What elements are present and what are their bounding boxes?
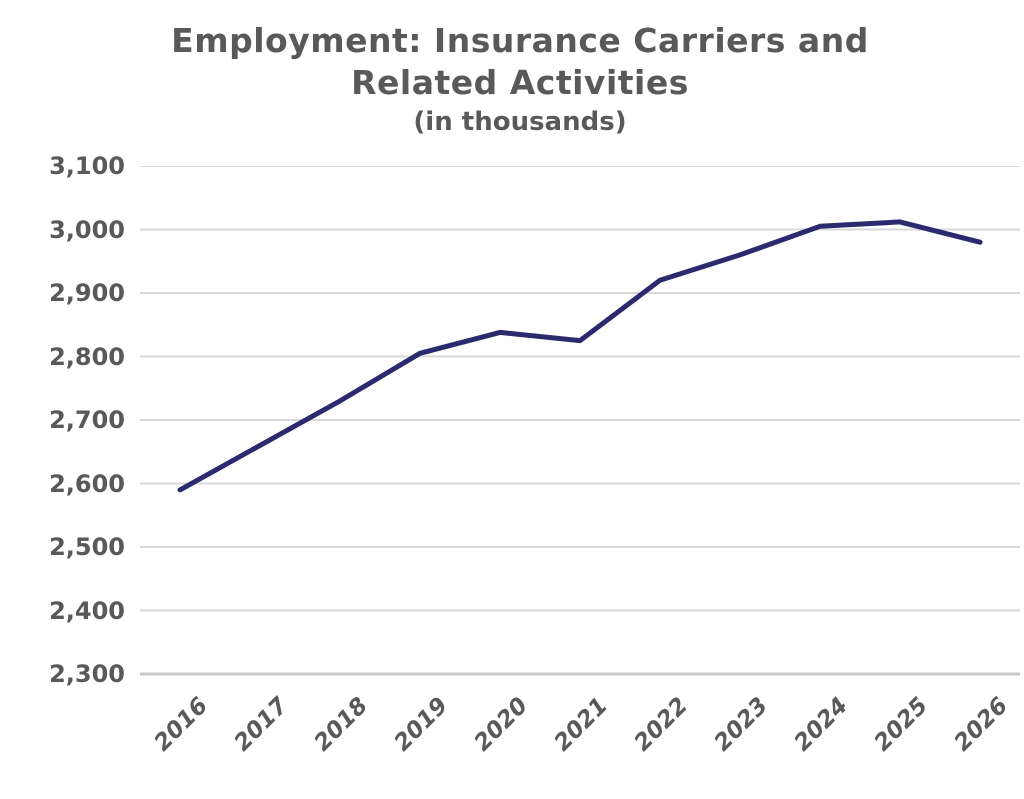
y-tick-label: 2,500 xyxy=(49,533,125,561)
y-tick-label: 2,900 xyxy=(49,279,125,307)
y-tick-label: 2,300 xyxy=(49,660,125,688)
y-tick-label: 3,100 xyxy=(49,152,125,180)
y-tick-label: 3,000 xyxy=(49,215,125,244)
y-tick-label: 2,700 xyxy=(49,406,125,434)
employment-series-line xyxy=(177,219,983,493)
chart-title-line-1: Employment: Insurance Carriers and xyxy=(171,21,869,60)
y-tick-label: 2,400 xyxy=(49,596,125,625)
plot-area xyxy=(140,166,1020,676)
chart-title-block: Employment: Insurance Carriers and Relat… xyxy=(8,20,1024,139)
y-tick-label: 2,600 xyxy=(49,469,125,498)
y-tick-label: 2,800 xyxy=(49,342,125,371)
chart-subtitle: (in thousands) xyxy=(413,107,627,137)
chart-title-line-2: Related Activities xyxy=(351,63,689,102)
